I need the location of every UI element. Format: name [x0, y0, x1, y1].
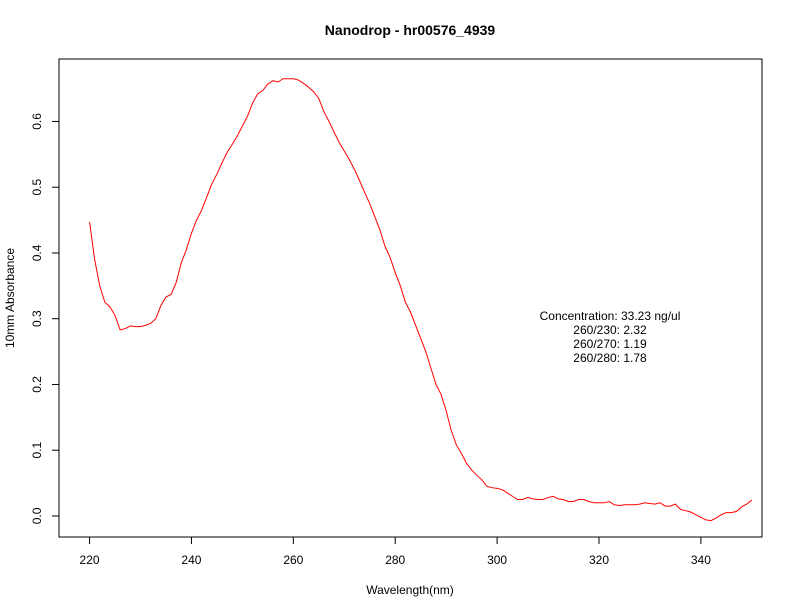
y-tick-label: 0.6 [30, 113, 44, 130]
annotation-concentration: Concentration: 33.23 ng/ul [540, 309, 681, 323]
x-axis-label: Wavelength(nm) [366, 583, 454, 597]
y-tick-label: 0.2 [30, 376, 44, 393]
x-tick-label: 220 [80, 553, 100, 567]
plot-frame [58, 58, 763, 538]
y-tick-label: 0.3 [30, 310, 44, 327]
x-tick-label: 300 [487, 553, 507, 567]
absorbance-series-line [89, 78, 753, 522]
annotation-ratio-260-230: 260/230: 2.32 [573, 323, 647, 337]
x-tick-label: 340 [691, 553, 711, 567]
y-tick-label: 0.1 [30, 442, 44, 459]
x-tick-label: 280 [385, 553, 405, 567]
y-axis: 0.0 0.1 0.2 0.3 0.4 0.5 0.6 [30, 113, 59, 524]
y-tick-label: 0.4 [30, 244, 44, 261]
chart-title: Nanodrop - hr00576_4939 [325, 22, 496, 38]
measurement-annotation: Concentration: 33.23 ng/ul 260/230: 2.32… [540, 309, 681, 365]
y-tick-label: 0.5 [30, 179, 44, 196]
annotation-ratio-260-270: 260/270: 1.19 [573, 337, 647, 351]
x-tick-label: 240 [181, 553, 201, 567]
x-axis: 220 240 260 280 300 320 340 [80, 537, 711, 567]
y-tick-label: 0.0 [30, 507, 44, 524]
x-tick-label: 320 [589, 553, 609, 567]
y-axis-label: 10mm Absorbance [3, 248, 17, 348]
x-tick-label: 260 [283, 553, 303, 567]
annotation-ratio-260-280: 260/280: 1.78 [573, 351, 647, 365]
